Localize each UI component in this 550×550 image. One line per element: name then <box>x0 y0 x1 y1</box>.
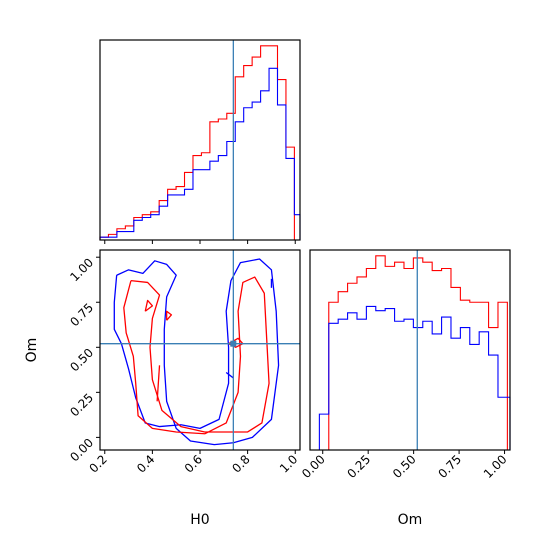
contour-y-ticks: 0.000.250.500.751.00 <box>67 255 100 464</box>
hist-series-blue <box>99 67 301 240</box>
contour-x-ticks: 0.2 0.4 0.6 0.8 1.0 <box>86 450 300 476</box>
hist-series-red <box>99 45 300 241</box>
contour-red <box>123 276 270 435</box>
om-x-tick-label: 0.50 <box>390 452 419 481</box>
om-hist-frame <box>309 249 511 451</box>
contour-y-tick-label: 1.00 <box>67 255 96 284</box>
contour-x-tick-label: 1.0 <box>277 452 300 475</box>
hist-series-red <box>310 255 510 451</box>
contour-x-tick-label: 0.2 <box>86 452 109 475</box>
om-x-tick-label: 0.25 <box>345 452 374 481</box>
om-x-ticks: 0.00 0.25 0.50 0.75 1.00 <box>299 450 510 481</box>
contour-x-tick-label: 0.8 <box>229 452 252 475</box>
om-x-tick-label: 0.75 <box>435 452 464 481</box>
panel-contour: 0.2 0.4 0.6 0.8 1.0 0.000.250.500.751.00 H0 … <box>24 249 301 528</box>
contour-x-tick-label: 0.6 <box>182 452 205 475</box>
contour-y-tick-label: 0.25 <box>67 391 96 420</box>
h0-hist-bars <box>99 45 301 241</box>
contour-y-tick-label: 0.50 <box>67 346 96 375</box>
y-axis-title-om: Om <box>24 338 40 363</box>
contour-red <box>156 365 161 402</box>
contour-lines <box>113 258 280 446</box>
panel-om-histogram: 0.00 0.25 0.50 0.75 1.00 Om <box>299 249 511 528</box>
h0-hist-ticks <box>104 240 296 244</box>
contour-y-tick-label: 0.75 <box>67 300 96 329</box>
hist-series-blue <box>310 305 511 451</box>
x-axis-title-h0: H0 <box>190 512 209 528</box>
contour-red <box>144 299 154 312</box>
om-hist-bars <box>310 255 511 451</box>
h0-hist-frame <box>99 39 301 241</box>
contour-frame <box>99 249 301 451</box>
contour-blue <box>225 372 234 379</box>
contour-x-tick-label: 0.4 <box>134 452 157 475</box>
panel-h0-histogram <box>99 39 301 244</box>
contour-red <box>166 310 173 321</box>
contour-blue <box>113 258 280 446</box>
x-axis-title-om: Om <box>398 512 423 528</box>
om-x-tick-label: 1.00 <box>481 452 510 481</box>
om-x-tick-label: 0.00 <box>299 452 328 481</box>
contour-truth-marker <box>230 340 237 347</box>
